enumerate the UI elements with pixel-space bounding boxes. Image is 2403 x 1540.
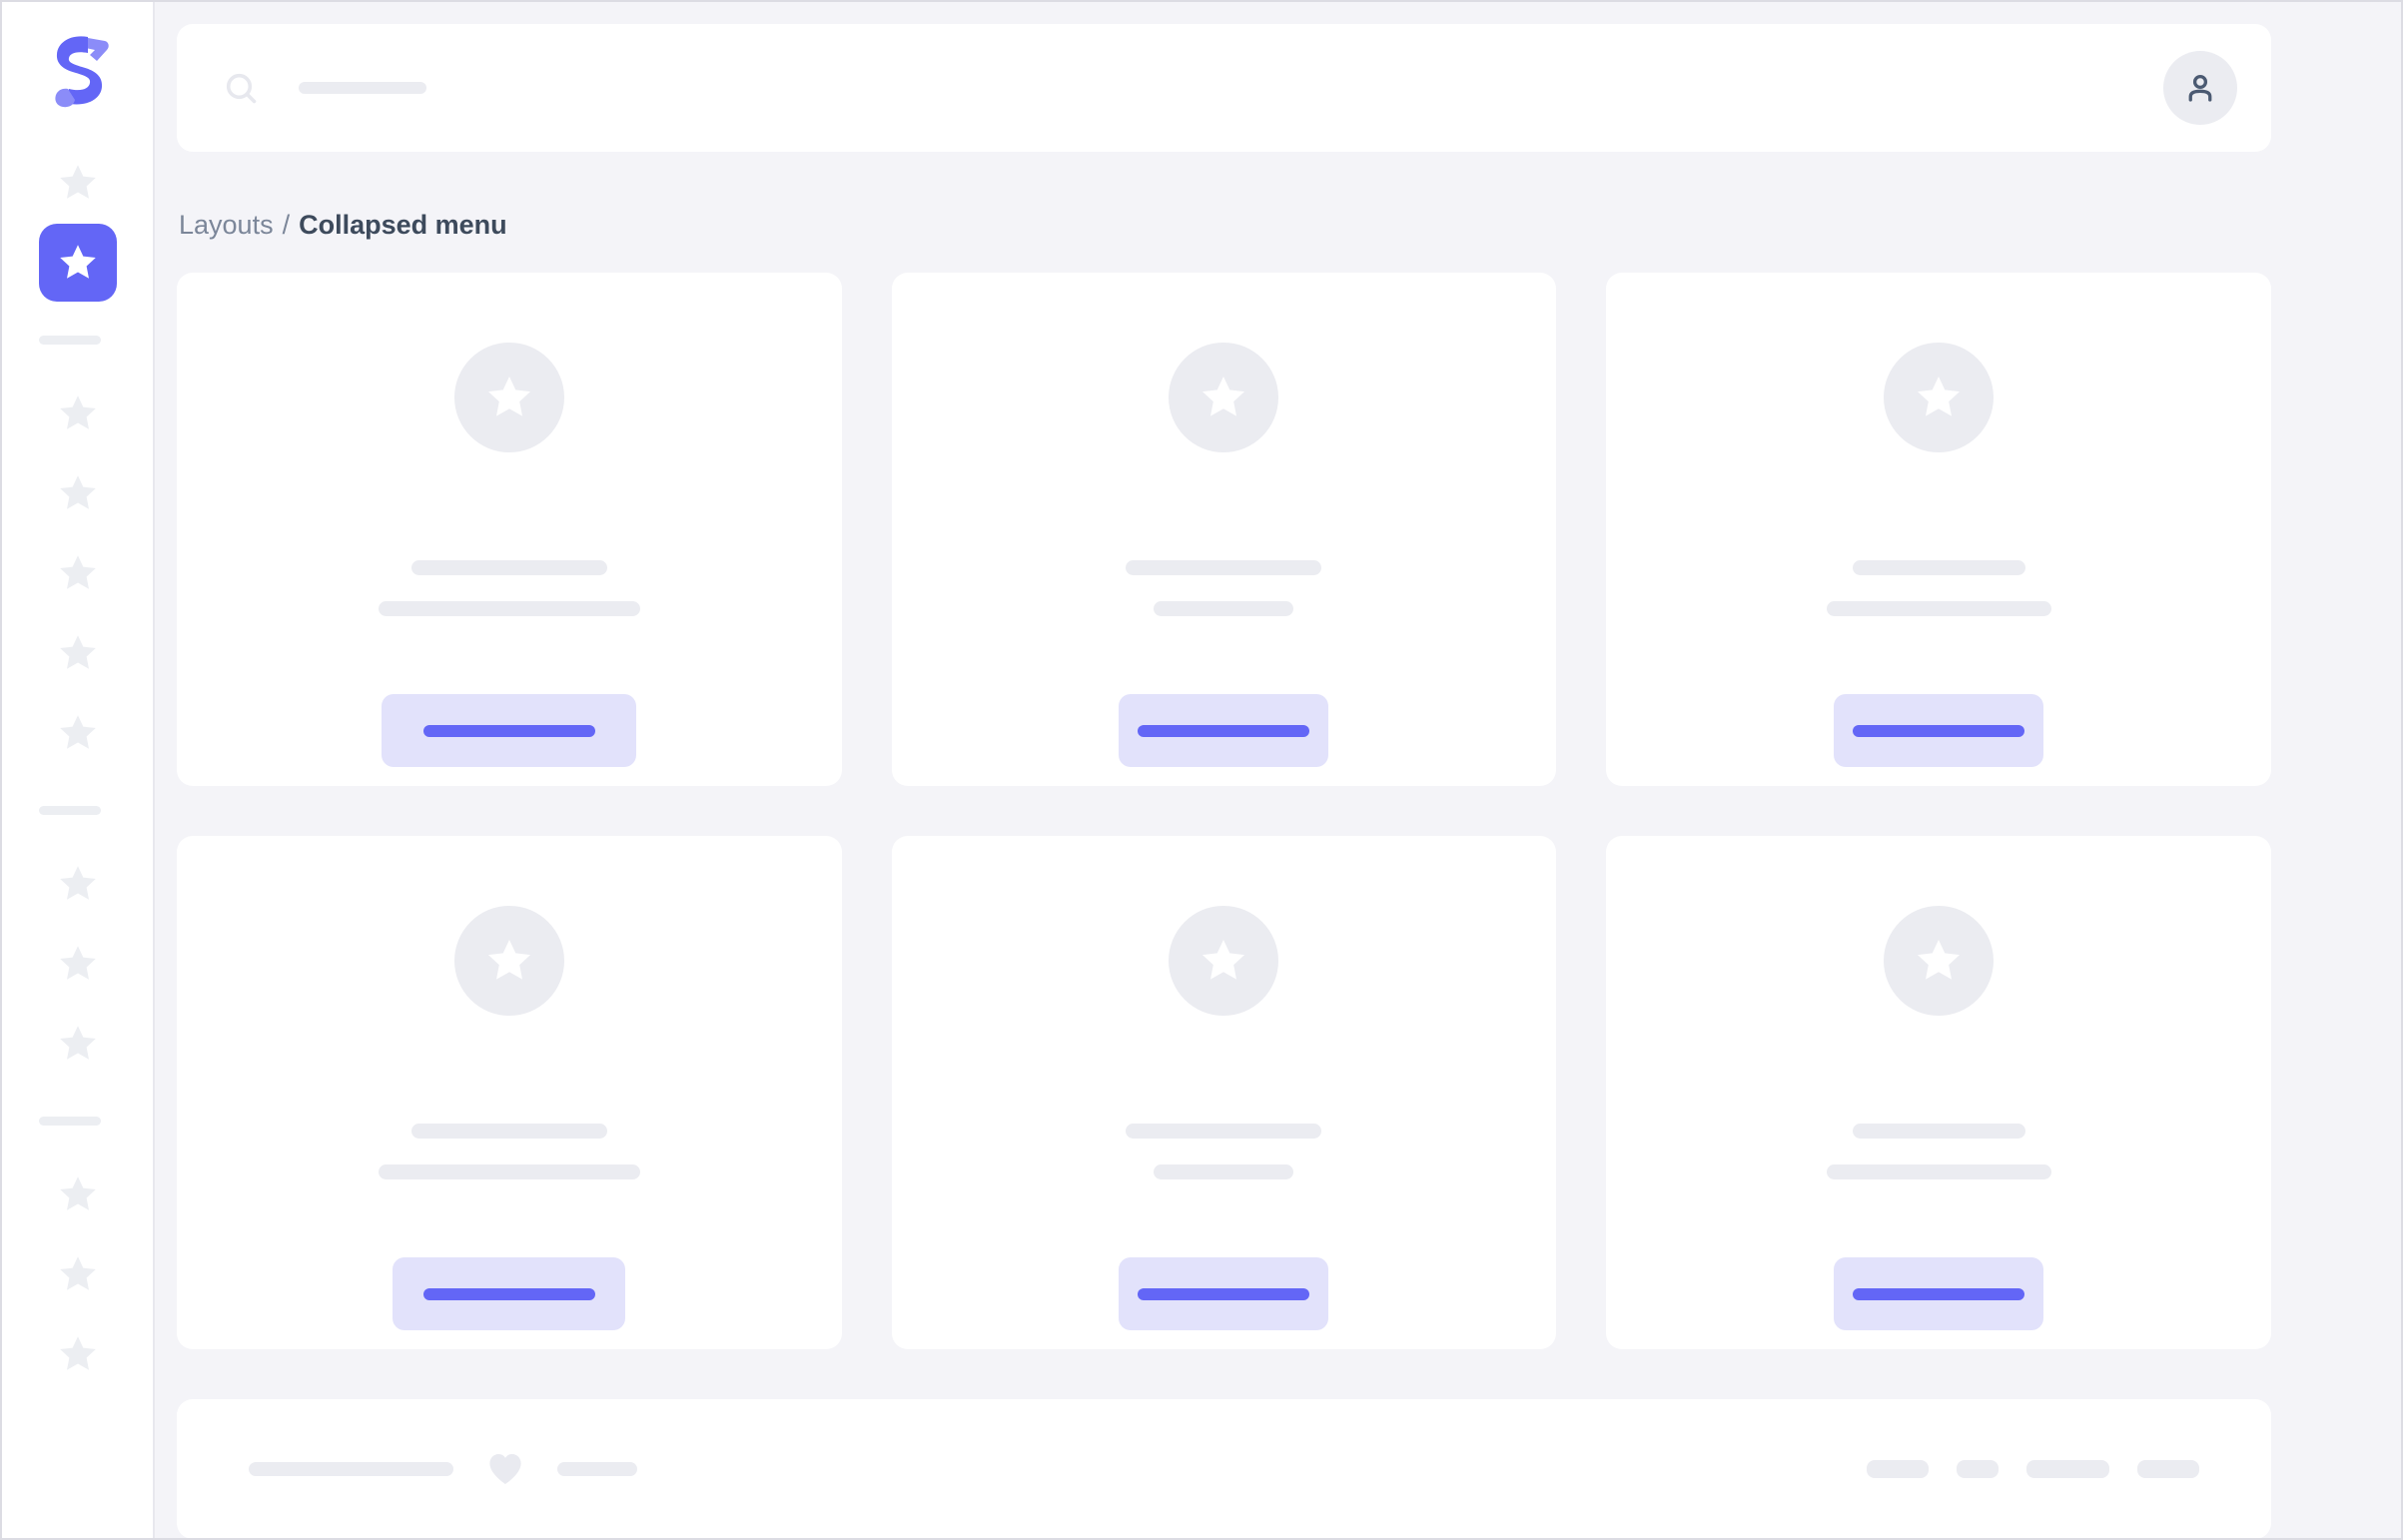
card-6[interactable] bbox=[1606, 836, 2271, 1349]
star-icon bbox=[59, 165, 96, 199]
footer-tag-2 bbox=[1957, 1460, 1999, 1478]
sidebar-item-13[interactable] bbox=[39, 1315, 117, 1393]
card-action-label-skeleton bbox=[422, 724, 595, 737]
footer-bar-2 bbox=[557, 1462, 637, 1476]
star-icon bbox=[1202, 376, 1245, 416]
card-subtitle-skeleton bbox=[1154, 601, 1294, 616]
footer-card[interactable] bbox=[177, 1399, 2271, 1538]
sidebar bbox=[2, 2, 155, 1538]
search-input[interactable] bbox=[279, 24, 2143, 152]
sidebar-item-11[interactable] bbox=[39, 1155, 117, 1233]
sidebar-item-8[interactable] bbox=[39, 845, 117, 923]
star-icon bbox=[59, 555, 96, 589]
sidebar-item-2[interactable] bbox=[38, 224, 117, 302]
sidebar-divider bbox=[38, 806, 101, 815]
sidebar-item-9[interactable] bbox=[39, 925, 117, 1003]
card-avatar bbox=[1884, 343, 1995, 452]
star-icon bbox=[59, 395, 96, 429]
card-action-button[interactable] bbox=[393, 1257, 626, 1330]
star-icon bbox=[59, 245, 96, 279]
sidebar-divider bbox=[38, 1117, 101, 1126]
sidebar-item-12[interactable] bbox=[39, 1235, 117, 1313]
card-4[interactable] bbox=[177, 836, 842, 1349]
card-subtitle-skeleton bbox=[1826, 1164, 2051, 1179]
star-icon bbox=[59, 715, 96, 749]
star-icon bbox=[59, 1256, 96, 1290]
card-avatar bbox=[453, 343, 564, 452]
card-action-label-skeleton bbox=[1138, 1287, 1310, 1300]
sidebar-item-10[interactable] bbox=[39, 1005, 117, 1083]
heart-icon[interactable] bbox=[487, 1452, 523, 1486]
card-action-label-skeleton bbox=[1853, 724, 2025, 737]
star-icon bbox=[487, 376, 530, 416]
card-action-button[interactable] bbox=[1834, 694, 2044, 767]
card-subtitle-skeleton bbox=[378, 601, 640, 616]
card-action-label-skeleton bbox=[1138, 724, 1310, 737]
main-content: Layouts / Collapsed menu bbox=[155, 2, 2401, 1538]
card-action-label-skeleton bbox=[1853, 1287, 2025, 1300]
sidebar-item-7[interactable] bbox=[39, 694, 117, 772]
card-3[interactable] bbox=[1606, 273, 2271, 786]
card-avatar bbox=[1884, 906, 1995, 1016]
card-action-button[interactable] bbox=[1119, 1257, 1329, 1330]
star-icon bbox=[59, 1176, 96, 1210]
sidebar-item-6[interactable] bbox=[39, 614, 117, 692]
card-subtitle-skeleton bbox=[1154, 1164, 1294, 1179]
sidebar-item-1[interactable] bbox=[39, 144, 117, 222]
sidebar-divider bbox=[38, 336, 101, 345]
card-1[interactable] bbox=[177, 273, 842, 786]
card-title-skeleton bbox=[410, 560, 607, 575]
breadcrumb-parent[interactable]: Layouts bbox=[179, 210, 274, 240]
card-title-skeleton bbox=[1126, 1124, 1322, 1139]
card-action-label-skeleton bbox=[422, 1287, 595, 1300]
card-title-skeleton bbox=[1126, 560, 1322, 575]
breadcrumb-separator: / bbox=[282, 210, 291, 240]
star-icon bbox=[59, 1336, 96, 1370]
footer-tag-4 bbox=[2137, 1460, 2199, 1478]
star-icon bbox=[59, 866, 96, 900]
card-title-skeleton bbox=[1852, 560, 2025, 575]
star-icon bbox=[1202, 939, 1245, 980]
card-subtitle-skeleton bbox=[378, 1164, 640, 1179]
card-action-button[interactable] bbox=[1834, 1257, 2044, 1330]
star-icon bbox=[59, 946, 96, 980]
avatar-button[interactable] bbox=[2163, 51, 2237, 125]
card-5[interactable] bbox=[891, 836, 1557, 1349]
card-avatar bbox=[1169, 343, 1279, 452]
footer-bar-1 bbox=[249, 1462, 453, 1476]
sidebar-item-3[interactable] bbox=[39, 375, 117, 452]
search-icon bbox=[226, 73, 257, 104]
footer-tag-3 bbox=[2026, 1460, 2109, 1478]
footer-left-group bbox=[249, 1452, 637, 1486]
card-2[interactable] bbox=[891, 273, 1557, 786]
star-icon bbox=[59, 1026, 96, 1060]
breadcrumb-current: Collapsed menu bbox=[299, 210, 507, 240]
star-icon bbox=[59, 635, 96, 669]
sidebar-nav-groups bbox=[38, 144, 117, 1395]
card-title-skeleton bbox=[410, 1124, 607, 1139]
card-action-button[interactable] bbox=[1119, 694, 1329, 767]
footer-tag-1 bbox=[1867, 1460, 1929, 1478]
sidebar-item-4[interactable] bbox=[39, 454, 117, 532]
user-icon bbox=[2188, 74, 2212, 102]
card-title-skeleton bbox=[1852, 1124, 2025, 1139]
star-icon bbox=[487, 939, 530, 980]
search-placeholder-skeleton bbox=[299, 82, 426, 94]
footer-right-group bbox=[1867, 1460, 2199, 1478]
card-grid bbox=[177, 273, 2271, 1349]
card-avatar bbox=[453, 906, 564, 1016]
star-icon bbox=[59, 475, 96, 509]
card-avatar bbox=[1169, 906, 1279, 1016]
card-subtitle-skeleton bbox=[1826, 601, 2051, 616]
s-logo[interactable] bbox=[41, 32, 115, 108]
sidebar-item-5[interactable] bbox=[39, 534, 117, 612]
card-action-button[interactable] bbox=[382, 694, 637, 767]
breadcrumb: Layouts / Collapsed menu bbox=[179, 210, 2271, 241]
star-icon bbox=[1918, 376, 1961, 416]
star-icon bbox=[1918, 939, 1961, 980]
topbar bbox=[177, 24, 2271, 152]
